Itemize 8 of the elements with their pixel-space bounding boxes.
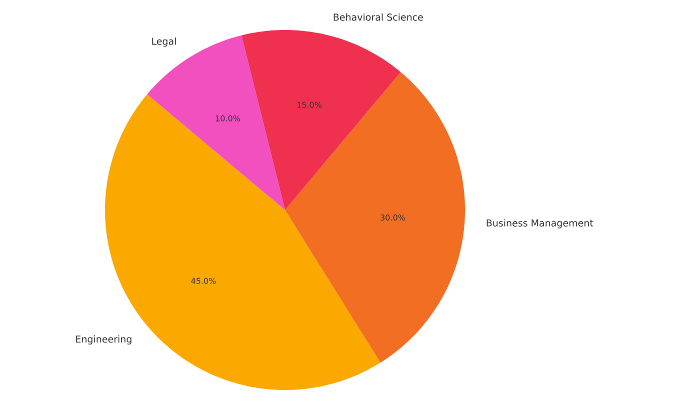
data-label: 30.0% [380,214,405,221]
slice-label: Engineering [76,335,132,344]
data-label: 45.0% [191,278,216,284]
slice-label: Business Management [486,219,594,228]
data-label: 10.0% [216,115,240,122]
data-label: 15.0% [297,102,322,108]
slice-label: Behavioral Science [334,13,423,21]
slice-label: Legal [152,37,176,47]
